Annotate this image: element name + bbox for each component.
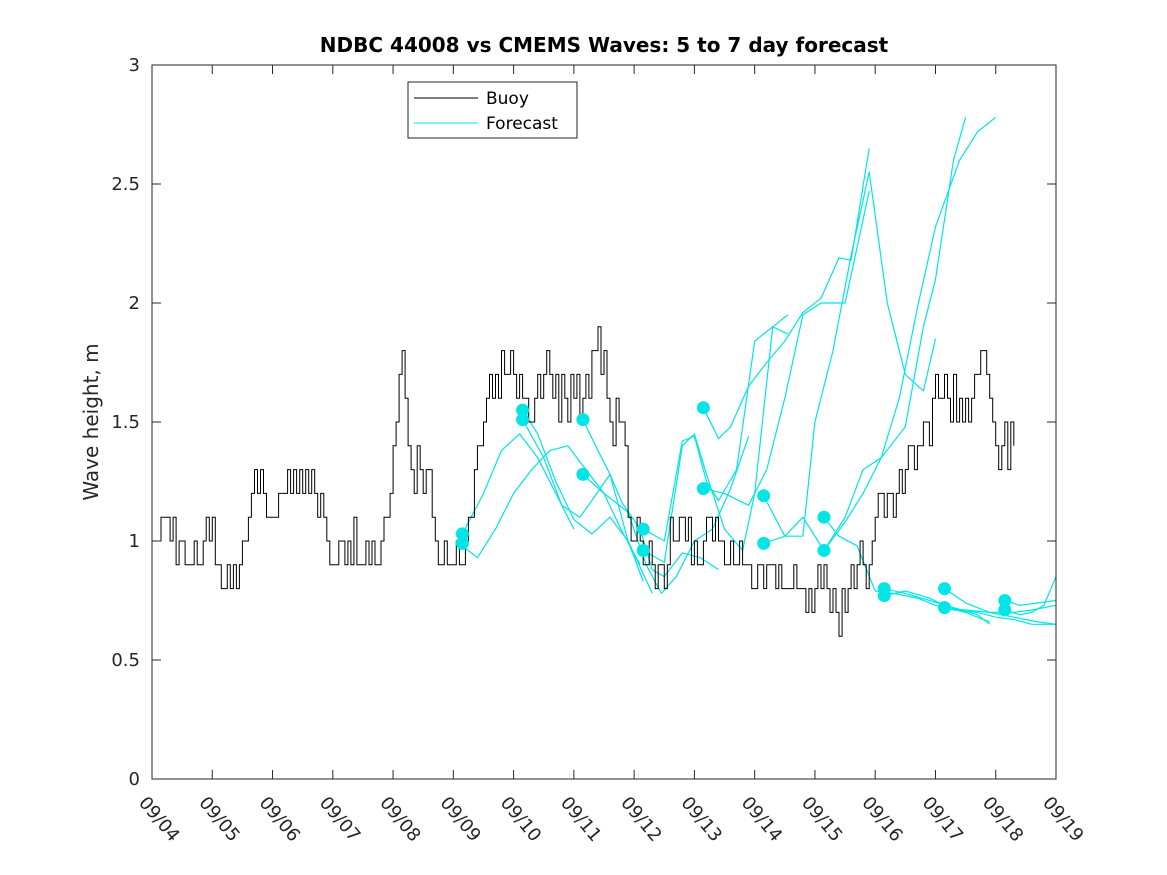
y-tick-label: 2.5 xyxy=(111,174,140,195)
y-tick-label: 1.5 xyxy=(111,412,140,433)
forecast-line-8 xyxy=(642,326,789,564)
legend-buoy-label: Buoy xyxy=(486,89,529,109)
x-tick-label: 09/10 xyxy=(496,793,545,846)
x-tick-label: 09/11 xyxy=(556,793,605,846)
forecast-line-13 xyxy=(823,516,990,623)
x-tick-label: 09/08 xyxy=(375,793,424,846)
forecast-line-7 xyxy=(642,314,789,542)
forecast-line-16 xyxy=(884,590,1056,625)
forecast-start-marker-18 xyxy=(938,601,951,615)
x-tick-label: 09/17 xyxy=(918,793,967,846)
x-tick-label: 09/14 xyxy=(737,793,786,846)
forecast-start-marker-10 xyxy=(696,482,710,496)
forecast-start-marker-12 xyxy=(757,536,771,550)
x-tick-label: 09/09 xyxy=(436,793,485,846)
forecast-line-10 xyxy=(703,190,870,506)
y-axis-label: Wave height, m xyxy=(79,343,103,500)
forecast-line-11 xyxy=(763,171,937,537)
forecast-start-marker-1 xyxy=(455,527,469,541)
x-tick-label: 09/06 xyxy=(255,793,304,846)
x-tick-label: 09/18 xyxy=(978,793,1027,846)
forecast-start-marker-4 xyxy=(516,413,530,427)
y-tick-label: 3 xyxy=(129,55,140,76)
legend-forecast-label: Forecast xyxy=(486,114,558,134)
forecast-line-12 xyxy=(763,117,967,552)
x-tick-label: 09/15 xyxy=(797,793,846,846)
forecast-start-marker-17 xyxy=(938,582,951,596)
x-tick-label: 09/04 xyxy=(134,793,183,846)
buoy-line xyxy=(152,326,1015,637)
plot-area xyxy=(152,116,1057,637)
x-tick-label: 09/12 xyxy=(616,793,665,846)
forecast-line-9 xyxy=(702,148,870,440)
forecast-start-marker-20 xyxy=(998,603,1012,617)
forecast-start-marker-6 xyxy=(576,467,590,481)
x-tick-label: 09/05 xyxy=(194,793,243,846)
forecast-line-5 xyxy=(582,419,719,578)
legend-box xyxy=(407,81,578,139)
forecast-line-2 xyxy=(461,433,575,535)
forecast-start-marker-9 xyxy=(696,401,710,415)
x-tick-label: 09/13 xyxy=(677,793,726,846)
y-tick-label: 0 xyxy=(129,769,140,790)
forecast-line-3 xyxy=(522,409,644,582)
axis-ticks: 09/04 09/05 09/06 09/07 09/08 09/09 09/10 09/11… xyxy=(111,55,1087,846)
y-tick-label: 1 xyxy=(129,531,140,552)
forecast-line-20 xyxy=(1004,576,1057,616)
forecast-start-marker-19 xyxy=(998,594,1012,607)
forecast-start-marker-7 xyxy=(636,522,650,536)
forecast-start-marker-11 xyxy=(757,489,771,503)
forecast-start-marker-13 xyxy=(817,510,831,524)
forecast-line-4 xyxy=(522,419,653,594)
x-tick-label: 09/16 xyxy=(857,793,906,846)
forecast-line-19 xyxy=(1004,599,1057,606)
forecast-line-14 xyxy=(823,116,997,551)
forecast-start-marker-8 xyxy=(636,544,650,557)
axes-frame xyxy=(151,64,1057,780)
forecast-start-marker-16 xyxy=(877,589,891,603)
legend: Buoy Forecast xyxy=(407,81,578,139)
forecast-start-marker-14 xyxy=(817,544,831,557)
x-tick-label: 09/07 xyxy=(315,793,364,846)
forecast-line-1 xyxy=(462,445,641,566)
y-tick-label: 2 xyxy=(129,293,140,314)
y-tick-label: 0.5 xyxy=(111,650,140,671)
forecast-line-6 xyxy=(582,436,750,595)
x-tick-label: 09/19 xyxy=(1038,793,1087,846)
forecast-start-marker-2 xyxy=(455,536,469,550)
forecast-start-marker-5 xyxy=(576,413,590,427)
forecast-start-marker-3 xyxy=(516,403,530,417)
chart-title: NDBC 44008 vs CMEMS Waves: 5 to 7 day fo… xyxy=(320,33,889,57)
